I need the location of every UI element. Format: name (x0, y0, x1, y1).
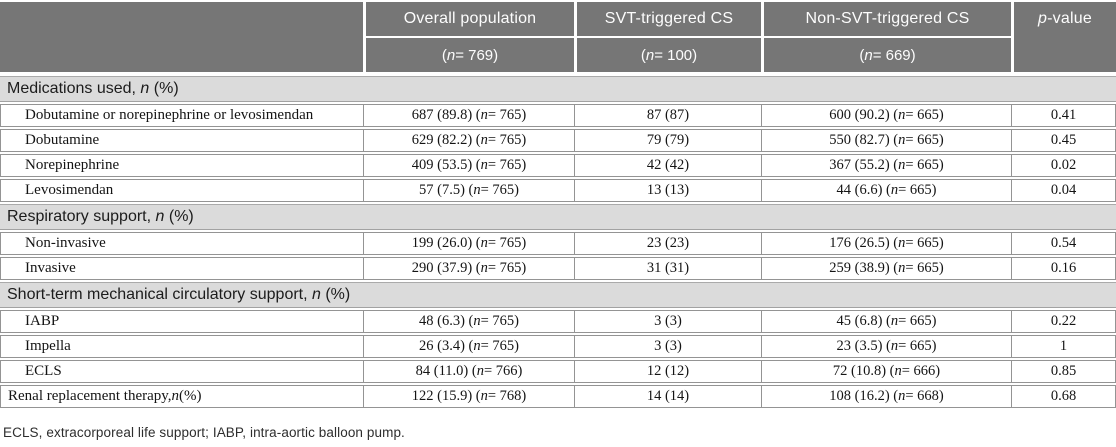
row-value-nonsvt: 108 (16.2) (n = 668) (761, 386, 1011, 407)
row-value-nonsvt: 600 (90.2) (n = 665) (761, 105, 1011, 126)
row-value-p: 0.45 (1011, 130, 1115, 151)
row-value-p: 0.22 (1011, 311, 1115, 332)
table-row: Dobutamine 629 (82.2) (n = 765) 79 (79) 550… (0, 129, 1116, 152)
row-value-svt: 79 (79) (574, 130, 761, 151)
column-n-nonsvt: (n = 669) (764, 36, 1011, 72)
row-value-nonsvt: 259 (38.9) (n = 665) (761, 258, 1011, 279)
row-value-overall: 687 (89.8) (n = 765) (363, 105, 574, 126)
row-label: Impella (25, 338, 71, 354)
column-n-overall: (n = 769) (366, 36, 574, 72)
row-label: Renal replacement therapy, n (%) (8, 388, 202, 404)
row-value-p: 1 (1011, 336, 1115, 357)
section-header: Respiratory support, n (%) (0, 204, 1116, 230)
row-value-nonsvt: 72 (10.8) (n = 666) (761, 361, 1011, 382)
section-label: Medications used, n (%) (7, 80, 179, 97)
row-value-svt: 23 (23) (574, 233, 761, 254)
header-cell-pvalue: p -value (1011, 2, 1116, 72)
row-value-p: 0.16 (1011, 258, 1115, 279)
row-label: Levosimendan (25, 182, 114, 198)
row-value-p: 0.41 (1011, 105, 1115, 126)
clinical-table: Overall population (n = 769) SVT-trigger… (0, 2, 1116, 408)
row-value-p: 0.54 (1011, 233, 1115, 254)
row-value-nonsvt: 44 (6.6) (n = 665) (761, 180, 1011, 201)
row-value-overall: 84 (11.0) (n = 766) (363, 361, 574, 382)
section-label: Short-term mechanical circulatory suppor… (7, 286, 351, 303)
row-value-svt: 14 (14) (574, 386, 761, 407)
row-value-overall: 409 (53.5) (n = 765) (363, 155, 574, 176)
row-label: Invasive (25, 260, 76, 276)
table-row: Renal replacement therapy, n (%) 122 (15.… (0, 385, 1116, 408)
row-label: Dobutamine or norepinephrine or levosime… (25, 107, 314, 123)
row-value-overall: 57 (7.5) (n = 765) (363, 180, 574, 201)
row-value-nonsvt: 45 (6.8) (n = 665) (761, 311, 1011, 332)
row-value-svt: 3 (3) (574, 311, 761, 332)
table-footnote: ECLS, extracorporeal life support; IABP,… (3, 425, 405, 440)
row-value-p: 0.04 (1011, 180, 1115, 201)
row-value-svt: 12 (12) (574, 361, 761, 382)
section-header: Short-term mechanical circulatory suppor… (0, 282, 1116, 308)
row-value-p: 0.02 (1011, 155, 1115, 176)
column-title-svt: SVT-triggered CS (604, 10, 734, 27)
row-value-svt: 31 (31) (574, 258, 761, 279)
row-value-overall: 629 (82.2) (n = 765) (363, 130, 574, 151)
table-row: Impella 26 (3.4) (n = 765) 3 (3) 23 (3.5) (… (0, 335, 1116, 358)
row-value-nonsvt: 23 (3.5) (n = 665) (761, 336, 1011, 357)
row-value-p: 0.85 (1011, 361, 1115, 382)
row-value-overall: 122 (15.9) (n = 768) (363, 386, 574, 407)
table-row: ECLS 84 (11.0) (n = 766) 12 (12) 72 (10.8) … (0, 360, 1116, 383)
column-title-pvalue: p -value (1038, 10, 1092, 27)
header-cell-empty (0, 2, 363, 72)
row-label: Non-invasive (25, 235, 106, 251)
header-cell-nonsvt: Non-SVT-triggered CS (n = 669) (761, 2, 1011, 72)
table-row: Invasive 290 (37.9) (n = 765) 31 (31) 259 (… (0, 257, 1116, 280)
row-label: Norepinephrine (25, 157, 120, 173)
row-value-nonsvt: 367 (55.2) (n = 665) (761, 155, 1011, 176)
table-row: Levosimendan 57 (7.5) (n = 765) 13 (13) 44 … (0, 179, 1116, 202)
row-value-nonsvt: 176 (26.5) (n = 665) (761, 233, 1011, 254)
table-header: Overall population (n = 769) SVT-trigger… (0, 2, 1116, 72)
row-value-svt: 87 (87) (574, 105, 761, 126)
column-title-overall: Overall population (403, 10, 537, 27)
row-value-p: 0.68 (1011, 386, 1115, 407)
table-row: IABP 48 (6.3) (n = 765) 3 (3) 45 (6.8) (n =… (0, 310, 1116, 333)
section-label: Respiratory support, n (%) (7, 208, 194, 225)
header-cell-overall: Overall population (n = 769) (363, 2, 574, 72)
row-value-svt: 3 (3) (574, 336, 761, 357)
table-row: Norepinephrine 409 (53.5) (n = 765) 42 (42… (0, 154, 1116, 177)
row-value-svt: 42 (42) (574, 155, 761, 176)
row-label: Dobutamine (25, 132, 100, 148)
row-value-svt: 13 (13) (574, 180, 761, 201)
row-label: IABP (25, 313, 60, 329)
row-label: ECLS (25, 363, 62, 379)
table-row: Dobutamine or norepinephrine or levosime… (0, 104, 1116, 127)
column-title-nonsvt: Non-SVT-triggered CS (805, 10, 970, 27)
table-row: Non-invasive 199 (26.0) (n = 765) 23 (23) 1… (0, 232, 1116, 255)
row-value-overall: 199 (26.0) (n = 765) (363, 233, 574, 254)
row-value-overall: 26 (3.4) (n = 765) (363, 336, 574, 357)
row-value-overall: 290 (37.9) (n = 765) (363, 258, 574, 279)
column-n-svt: (n = 100) (577, 36, 761, 72)
row-value-nonsvt: 550 (82.7) (n = 665) (761, 130, 1011, 151)
header-cell-svt: SVT-triggered CS (n = 100) (574, 2, 761, 72)
section-header: Medications used, n (%) (0, 76, 1116, 102)
row-value-overall: 48 (6.3) (n = 765) (363, 311, 574, 332)
